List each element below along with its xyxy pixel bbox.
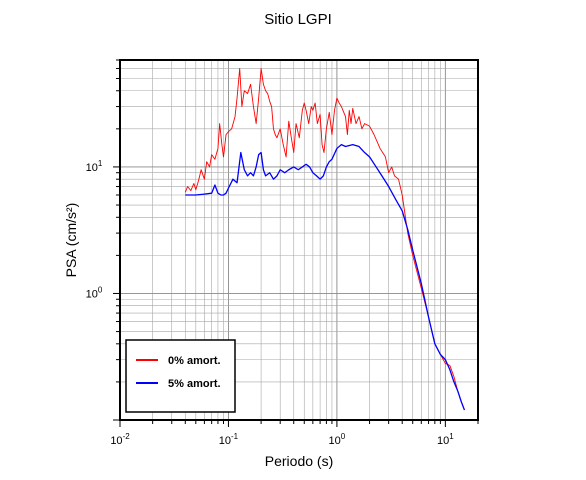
x-tick-label: 10-2 bbox=[110, 432, 130, 447]
y-axis-label: PSA (cm/s²) bbox=[63, 203, 79, 278]
legend-label-1: 5% amort. bbox=[168, 378, 221, 390]
x-tick-label: 10-1 bbox=[219, 432, 239, 447]
x-tick-label: 101 bbox=[437, 432, 454, 447]
grid bbox=[119, 59, 479, 421]
y-tick-label: 100 bbox=[86, 285, 103, 300]
chart-title: Sitio LGPI bbox=[264, 11, 332, 28]
series-line-1 bbox=[185, 144, 466, 411]
y-tick-label: 101 bbox=[86, 159, 103, 174]
ticks: 10-2 10-1 100 101 100 101 bbox=[86, 59, 479, 447]
x-tick-label: 100 bbox=[329, 432, 346, 447]
legend-box bbox=[125, 339, 236, 413]
legend-label-0: 0% amort. bbox=[168, 355, 221, 367]
series-line-0 bbox=[184, 68, 465, 411]
legend: 0% amort. 5% amort. bbox=[125, 339, 236, 413]
series-layer bbox=[184, 68, 466, 411]
x-axis-label: Periodo (s) bbox=[265, 453, 333, 469]
plot-frame bbox=[119, 59, 479, 421]
